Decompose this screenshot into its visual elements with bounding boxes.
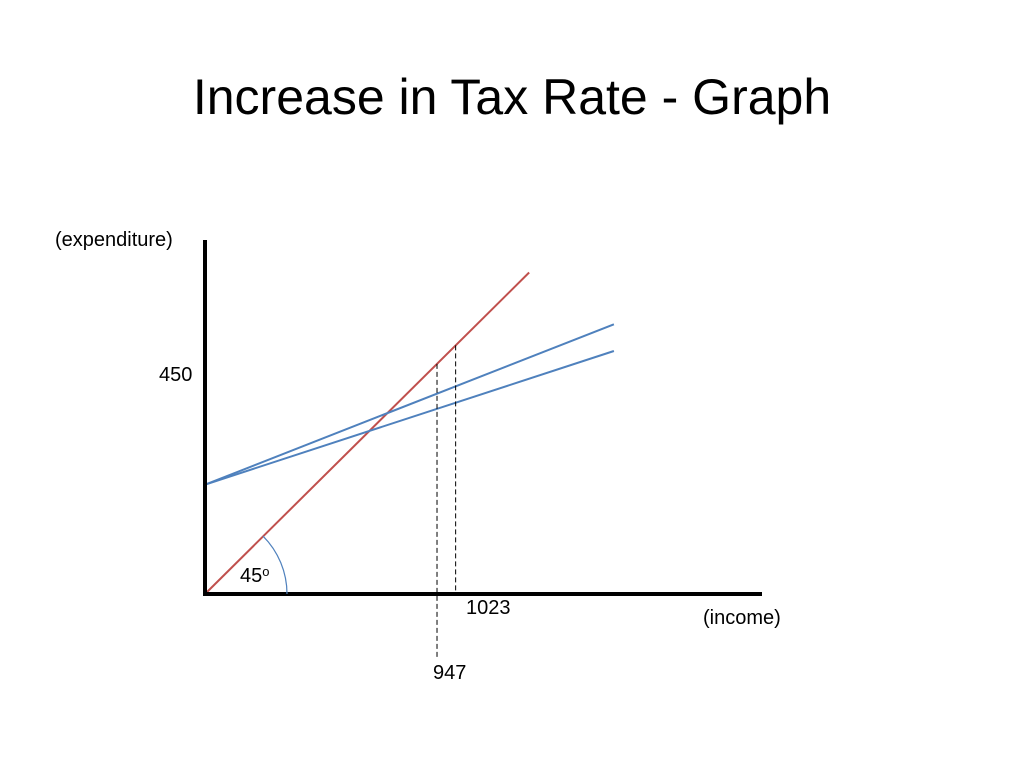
x-marker-label-1023: 1023 xyxy=(466,597,511,619)
series-line-aggregate-expenditure-higher-tax xyxy=(204,350,615,486)
slide-title: Increase in Tax Rate - Graph xyxy=(192,69,832,125)
guides-layer xyxy=(436,345,457,658)
series-line-aggregate-expenditure-original xyxy=(204,323,615,486)
y-tick-label-450: 450 xyxy=(159,364,192,386)
angle-label-degree: o xyxy=(262,564,269,579)
series-layer xyxy=(204,271,615,595)
angle-label-value: 45 xyxy=(240,565,262,587)
x-marker-label-947: 947 xyxy=(433,662,466,684)
series-line-reference-45 xyxy=(204,271,530,595)
angle-label: 45o xyxy=(240,564,269,587)
x-axis-label: (income) xyxy=(703,607,781,629)
y-axis-label: (expenditure) xyxy=(55,229,173,251)
angle-arc xyxy=(262,535,288,595)
